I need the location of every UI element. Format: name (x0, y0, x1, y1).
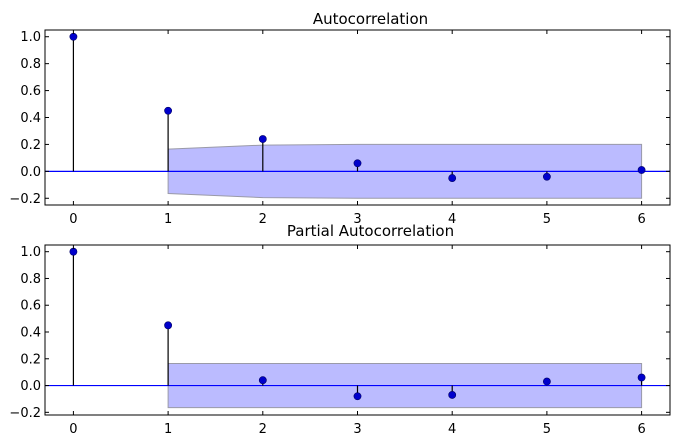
x-tick-label: 3 (353, 212, 361, 227)
marker-lag-3 (353, 392, 362, 401)
y-tick-label: 0.4 (20, 111, 41, 126)
marker-lag-1 (164, 321, 173, 330)
x-tick-label: 0 (69, 422, 77, 437)
x-tick-label: 2 (259, 212, 267, 227)
x-tick-label: 4 (448, 422, 456, 437)
marker-lag-3 (353, 159, 362, 168)
y-tick-label: 0.8 (20, 57, 41, 72)
y-tick-label: 0.6 (20, 299, 41, 314)
chart-panel-2: 0 1 2 3 4 5 6 −0.2 0.0 0.2 0.4 0.6 0.8 1.0 Partial Aut… (9, 222, 671, 437)
x-tick-label: 1 (164, 422, 172, 437)
y-tick-label: 0.6 (20, 84, 41, 99)
marker-lag-4 (448, 391, 457, 399)
marker-lag-4 (448, 174, 457, 182)
chart-title: Partial Autocorrelation (287, 222, 454, 240)
marker-lag-5 (542, 377, 551, 386)
x-tick-label: 6 (637, 212, 645, 227)
y-tick-label: 0.0 (20, 165, 41, 180)
chart-panel-1: 0 1 2 3 4 5 6 −0.2 0.0 0.2 0.4 0.6 0.8 1.0 Autocorrela… (9, 10, 671, 227)
x-tick-label: 0 (69, 212, 77, 227)
marker-lag-0 (69, 247, 78, 256)
y-tick-label: 0.4 (20, 326, 41, 341)
marker-lag-5 (542, 172, 551, 181)
marker-lag-1 (164, 106, 173, 115)
chart-title: Autocorrelation (313, 10, 428, 28)
x-tick-label: 1 (164, 212, 172, 227)
x-tick-label: 3 (353, 422, 361, 437)
x-tick-label: 4 (448, 212, 456, 227)
x-tick-label: 5 (543, 422, 551, 437)
x-tick-label: 2 (259, 422, 267, 437)
marker-lag-0 (69, 32, 78, 41)
y-tick-label: −0.2 (9, 192, 41, 207)
y-tick-label: 0.2 (20, 352, 41, 367)
y-tick-label: 0.8 (20, 272, 41, 287)
y-tick-label: 1.0 (20, 245, 41, 260)
y-tick-label: 0.0 (20, 379, 41, 394)
x-tick-label: 5 (543, 212, 551, 227)
marker-lag-2 (258, 135, 267, 143)
y-tick-label: 1.0 (20, 30, 41, 45)
marker-lag-2 (258, 376, 267, 385)
marker-lag-6 (637, 373, 646, 382)
x-tick-label: 6 (637, 422, 645, 437)
marker-lag-6 (637, 166, 646, 174)
y-tick-label: −0.2 (9, 406, 41, 421)
y-tick-label: 0.2 (20, 138, 41, 153)
